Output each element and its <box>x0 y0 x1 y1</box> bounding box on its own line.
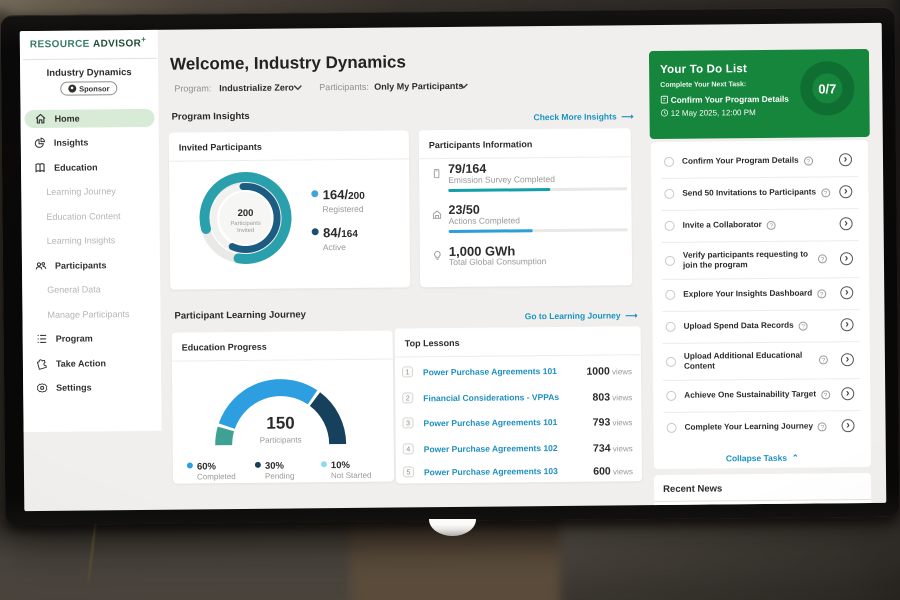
svg-text:150: 150 <box>266 413 295 432</box>
svg-text:Invited: Invited <box>237 228 254 234</box>
svg-text:Participants: Participants <box>260 435 302 444</box>
svg-text:Participants: Participants <box>230 221 260 227</box>
svg-text:200: 200 <box>238 208 254 219</box>
